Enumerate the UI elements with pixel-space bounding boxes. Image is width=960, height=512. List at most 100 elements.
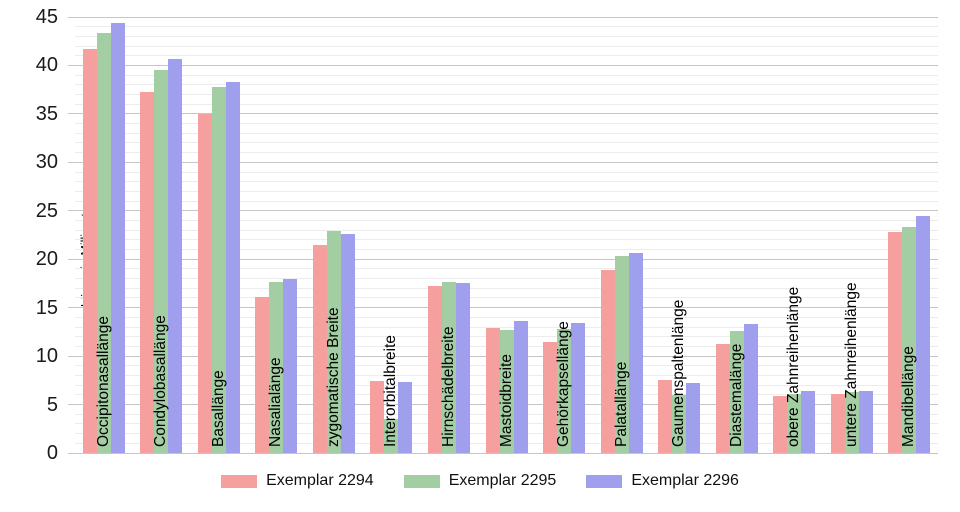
legend-item: Exemplar 2295 bbox=[403, 472, 557, 490]
gridline bbox=[75, 452, 938, 454]
category-label: obere Zahnreihenlänge bbox=[785, 286, 803, 447]
bar bbox=[326, 231, 341, 453]
y-axis-tick bbox=[68, 113, 75, 115]
y-tick-label: 0 bbox=[46, 442, 58, 464]
gridline bbox=[75, 35, 938, 37]
bar bbox=[427, 286, 442, 453]
bar bbox=[543, 341, 558, 453]
bar bbox=[441, 281, 456, 453]
bar bbox=[628, 253, 643, 453]
gridline bbox=[75, 113, 938, 115]
category-label: untere Zahnreihenlänge bbox=[842, 282, 860, 447]
bar bbox=[773, 395, 788, 453]
bar bbox=[600, 269, 615, 453]
category-label: Interorbitalbreite bbox=[382, 334, 400, 447]
gridline bbox=[75, 307, 938, 309]
gridline bbox=[75, 103, 938, 105]
legend-swatch bbox=[586, 474, 623, 488]
gridline bbox=[75, 161, 938, 163]
bar bbox=[729, 330, 744, 453]
gridline bbox=[75, 26, 938, 28]
bar bbox=[96, 32, 111, 453]
legend: Exemplar 2294 Exemplar 2295 Exemplar 2296 bbox=[0, 472, 960, 490]
gridline bbox=[75, 210, 938, 212]
bar bbox=[571, 323, 586, 453]
legend-item: Exemplar 2294 bbox=[221, 472, 374, 490]
bar bbox=[686, 383, 701, 453]
gridline bbox=[75, 171, 938, 173]
gridline bbox=[75, 45, 938, 47]
legend-label: Exemplar 2295 bbox=[448, 472, 557, 489]
bar bbox=[340, 234, 355, 453]
category-label: Mandibellänge bbox=[900, 346, 918, 447]
bar bbox=[398, 382, 413, 453]
category-label: Palatallänge bbox=[612, 361, 630, 447]
y-tick-label: 35 bbox=[35, 102, 58, 125]
gridline bbox=[75, 16, 938, 18]
gridline bbox=[75, 94, 938, 96]
gridline bbox=[75, 258, 938, 260]
gridline bbox=[75, 123, 938, 125]
plot-area: Länge in Millimetern OccipitonasallängeC… bbox=[68, 16, 938, 454]
bar bbox=[513, 321, 528, 453]
gridline bbox=[75, 84, 938, 86]
category-label: Basallänge bbox=[209, 370, 227, 447]
bar bbox=[211, 86, 226, 453]
y-tick-label: 40 bbox=[35, 54, 58, 77]
legend-label: Exemplar 2296 bbox=[631, 472, 739, 489]
category-label: zygomatische Breite bbox=[324, 307, 342, 447]
legend-swatch bbox=[221, 474, 258, 488]
bar bbox=[557, 328, 572, 453]
gridline bbox=[75, 181, 938, 183]
gridline bbox=[75, 297, 938, 299]
y-tick-label: 5 bbox=[46, 393, 58, 416]
bar bbox=[916, 215, 931, 453]
bar bbox=[255, 297, 270, 453]
y-tick-label: 25 bbox=[35, 199, 58, 222]
y-tick-label: 45 bbox=[35, 6, 58, 28]
bar bbox=[743, 324, 758, 453]
gridline bbox=[75, 74, 938, 76]
legend-item: Exemplar 2296 bbox=[586, 472, 739, 490]
gridline bbox=[75, 190, 938, 192]
legend-swatch bbox=[403, 474, 440, 488]
y-axis-tick bbox=[68, 210, 75, 212]
gridline bbox=[75, 326, 938, 328]
bar bbox=[715, 343, 730, 453]
y-tick-label: 20 bbox=[35, 248, 58, 271]
y-axis-tick bbox=[68, 64, 75, 66]
bar bbox=[888, 232, 903, 453]
bar bbox=[844, 391, 859, 453]
bar bbox=[787, 393, 802, 453]
bar bbox=[283, 278, 298, 453]
bar bbox=[269, 282, 284, 453]
category-label: Hirnschädelbreite bbox=[439, 326, 457, 447]
bar bbox=[225, 81, 240, 453]
gridline bbox=[75, 239, 938, 241]
legend-label: Exemplar 2294 bbox=[266, 472, 374, 489]
y-axis-tick bbox=[68, 355, 75, 357]
bar bbox=[384, 419, 399, 453]
bar bbox=[858, 391, 873, 453]
category-label: Mastoidbreite bbox=[497, 353, 515, 447]
bar bbox=[801, 391, 816, 453]
y-axis-tick bbox=[68, 307, 75, 309]
gridline bbox=[75, 268, 938, 270]
bar bbox=[499, 329, 514, 453]
bar bbox=[658, 380, 673, 453]
gridline bbox=[75, 278, 938, 280]
bar bbox=[485, 328, 500, 453]
gridline bbox=[75, 152, 938, 154]
gridline bbox=[75, 64, 938, 66]
y-axis-tick bbox=[68, 404, 75, 406]
gridline bbox=[75, 219, 938, 221]
gridline bbox=[75, 287, 938, 289]
bar bbox=[140, 91, 155, 453]
category-label: Gehörkapsellänge bbox=[555, 321, 573, 447]
bar bbox=[455, 283, 470, 453]
y-axis-tick bbox=[68, 16, 75, 18]
gridline bbox=[75, 55, 938, 57]
y-axis-tick bbox=[68, 258, 75, 260]
bar bbox=[370, 381, 385, 453]
